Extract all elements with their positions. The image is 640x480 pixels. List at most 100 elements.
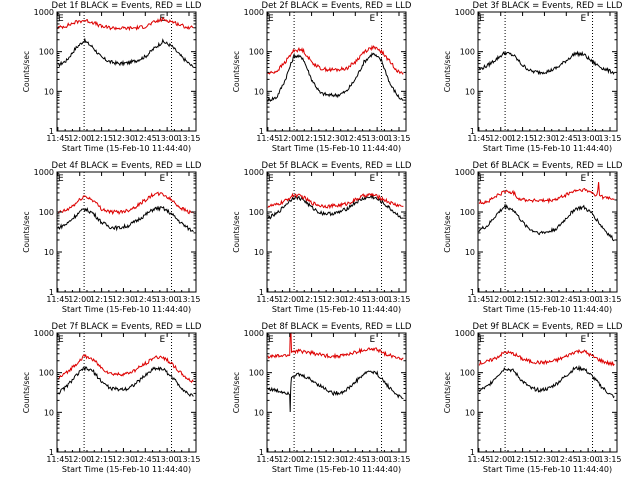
y-axis-title: Counts/sec	[22, 211, 31, 252]
x-tick-label: 12:30	[533, 295, 556, 304]
marker-label: E	[58, 335, 64, 345]
marker-label: E	[581, 335, 587, 345]
y-tick-label: 1000	[34, 8, 54, 17]
x-tick-label: 11:45	[256, 134, 279, 143]
panel-title: Det 6f BLACK = Events, RED = LLD	[473, 161, 623, 171]
x-tick-label: 12:15	[300, 295, 323, 304]
x-axis-title: Start Time (15-Feb-10 11:44:40)	[483, 305, 612, 314]
x-tick-label: 11:45	[467, 455, 490, 464]
y-tick-label: 100	[249, 369, 264, 378]
x-axis-title: Start Time (15-Feb-10 11:44:40)	[483, 144, 612, 153]
y-tick-label: 10	[465, 408, 475, 417]
x-tick-label: 11:45	[46, 134, 69, 143]
y-tick-label: 10	[465, 248, 475, 257]
marker-label: E	[479, 335, 485, 345]
y-tick-label: 1	[49, 288, 54, 297]
x-tick-label: 11:45	[256, 455, 279, 464]
y-tick-label: 10	[254, 248, 264, 257]
y-tick-label: 100	[39, 208, 54, 217]
x-tick-label: 12:00	[68, 455, 91, 464]
y-tick-label: 1000	[244, 329, 264, 338]
series-line-events	[478, 50, 615, 76]
series-line-events	[478, 203, 615, 242]
x-axis-title: Start Time (15-Feb-10 11:44:40)	[483, 465, 612, 474]
series-line-lld	[57, 191, 194, 216]
marker-label: E	[160, 174, 166, 184]
x-tick-label: 12:00	[68, 134, 91, 143]
x-tick-label: 13:15	[598, 455, 621, 464]
x-tick-label: 12:45	[344, 295, 367, 304]
x-tick-label: 13:00	[366, 455, 389, 464]
x-tick-label: 12:15	[300, 455, 323, 464]
y-tick-label: 1000	[455, 168, 475, 177]
x-tick-label: 11:45	[256, 295, 279, 304]
x-tick-label: 12:45	[555, 134, 578, 143]
series-line-events	[267, 52, 404, 102]
series-line-lld	[478, 348, 615, 367]
y-tick-label: 10	[44, 87, 54, 96]
series-line-events	[478, 364, 615, 399]
marker-label: E	[268, 174, 274, 184]
y-tick-label: 1000	[455, 329, 475, 338]
y-tick-label: 1000	[34, 329, 54, 338]
x-tick-label: 12:45	[344, 134, 367, 143]
x-tick-label: 12:00	[489, 455, 512, 464]
marker-label: E	[581, 174, 587, 184]
x-tick-label: 13:00	[366, 134, 389, 143]
plot-frame	[266, 171, 407, 293]
x-tick-label: 11:45	[46, 455, 69, 464]
x-tick-label: 12:00	[68, 295, 91, 304]
x-tick-label: 12:30	[112, 295, 135, 304]
x-tick-label: 13:00	[366, 295, 389, 304]
y-tick-label: 10	[44, 248, 54, 257]
x-tick-label: 12:00	[489, 134, 512, 143]
y-axis-title: Counts/sec	[232, 51, 241, 92]
x-tick-label: 13:15	[177, 134, 200, 143]
x-tick-label: 13:15	[598, 134, 621, 143]
series-line-lld	[267, 44, 404, 75]
x-tick-label: 12:30	[322, 134, 345, 143]
y-tick-label: 1	[470, 127, 475, 136]
panel-title: Det 5f BLACK = Events, RED = LLD	[262, 161, 412, 171]
y-tick-label: 1000	[244, 8, 264, 17]
y-tick-label: 10	[254, 87, 264, 96]
y-axis-title: Counts/sec	[22, 372, 31, 413]
y-tick-label: 100	[460, 48, 475, 57]
series-line-events	[57, 366, 194, 398]
x-tick-label: 11:45	[467, 134, 490, 143]
y-tick-label: 10	[254, 408, 264, 417]
x-tick-label: 12:30	[112, 455, 135, 464]
x-tick-label: 12:45	[134, 295, 157, 304]
marker-label: E	[268, 14, 274, 24]
marker-label: E	[58, 14, 64, 24]
x-tick-label: 11:45	[467, 295, 490, 304]
x-tick-label: 12:30	[322, 455, 345, 464]
x-tick-label: 12:00	[278, 455, 301, 464]
marker-label: E	[268, 335, 274, 345]
x-axis-title: Start Time (15-Feb-10 11:44:40)	[272, 305, 401, 314]
x-tick-label: 13:15	[387, 455, 410, 464]
x-tick-label: 13:15	[387, 134, 410, 143]
y-tick-label: 1	[470, 288, 475, 297]
x-tick-label: 12:45	[555, 455, 578, 464]
x-tick-label: 13:00	[156, 134, 179, 143]
y-tick-label: 1000	[455, 8, 475, 17]
plot-frame	[266, 332, 407, 453]
panel-title: Det 7f BLACK = Events, RED = LLD	[52, 322, 202, 332]
x-tick-label: 13:00	[156, 295, 179, 304]
plot-frame	[56, 171, 197, 293]
panel-title: Det 8f BLACK = Events, RED = LLD	[262, 322, 412, 332]
marker-label: E	[479, 174, 485, 184]
y-tick-label: 100	[460, 208, 475, 217]
x-tick-label: 12:45	[344, 455, 367, 464]
x-tick-label: 13:00	[577, 295, 600, 304]
x-tick-label: 12:00	[489, 295, 512, 304]
y-tick-label: 100	[460, 369, 475, 378]
marker-label: E	[370, 335, 376, 345]
series-line-events	[57, 37, 194, 68]
x-axis-title: Start Time (15-Feb-10 11:44:40)	[62, 305, 191, 314]
y-tick-label: 1000	[34, 168, 54, 177]
marker-label: E	[370, 14, 376, 24]
y-tick-label: 1	[259, 448, 264, 457]
